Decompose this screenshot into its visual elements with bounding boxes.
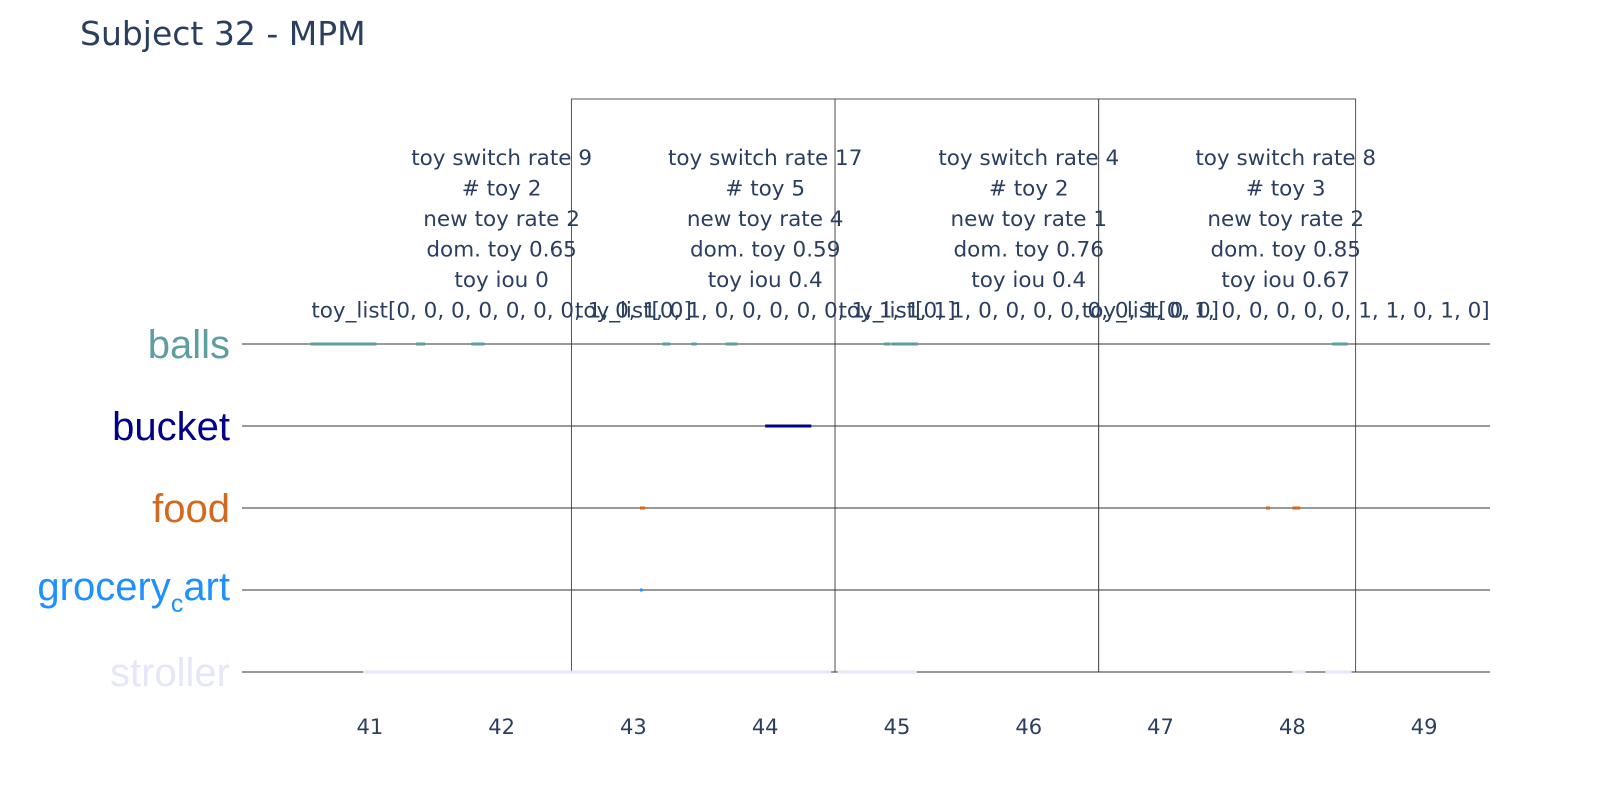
chart-title: Subject 32 - MPM	[80, 14, 366, 53]
x-tick-48: 48	[1279, 715, 1306, 739]
period-annotations: toy switch rate 9 # toy 2 new toy rate 2 do…	[311, 146, 1489, 324]
x-tick-44: 44	[752, 715, 779, 739]
x-tick-42: 42	[488, 715, 515, 739]
category-label-food: food	[152, 487, 230, 531]
period-boxes	[570, 98, 1357, 673]
category-label-stroller: stroller	[110, 651, 230, 695]
period-annotation-4: toy switch rate 8 # toy 3 new toy rate 2 do…	[1082, 146, 1490, 324]
x-tick-43: 43	[620, 715, 647, 739]
x-tick-47: 47	[1147, 715, 1174, 739]
x-axis-ticks: 41 42 43 44 45 46 47 48 49	[356, 715, 1437, 739]
category-label-bucket: bucket	[112, 405, 230, 449]
activity-segments	[310, 342, 1352, 674]
x-tick-46: 46	[1015, 715, 1042, 739]
period-annotation-3: toy switch rate 4 # toy 2 new toy rate 1 do…	[838, 146, 1219, 324]
x-tick-49: 49	[1411, 715, 1438, 739]
category-rows: balls bucket food grocerycart stroller	[37, 323, 1490, 695]
x-tick-41: 41	[356, 715, 383, 739]
period-annotation-1: toy switch rate 9 # toy 2 new toy rate 2 do…	[311, 146, 692, 324]
x-tick-45: 45	[884, 715, 911, 739]
category-label-grocery_cart: grocerycart	[37, 565, 230, 618]
category-label-balls: balls	[148, 323, 230, 367]
